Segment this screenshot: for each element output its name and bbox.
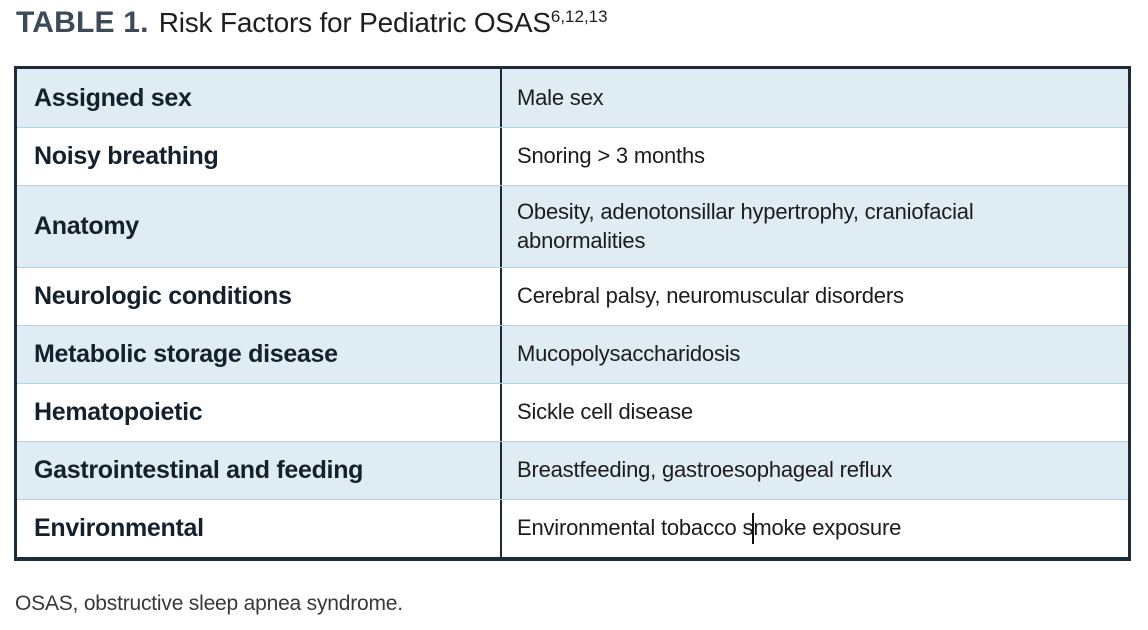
table-row: Metabolic storage disease Mucopolysaccha… <box>17 325 1128 383</box>
row-factor-cell: Environmental <box>34 514 204 542</box>
row-value-cell: Snoring > 3 months <box>500 128 1128 185</box>
table-row: Assigned sex Male sex <box>17 69 1128 127</box>
row-value-cell: Sickle cell disease <box>500 384 1128 441</box>
text-cursor <box>752 513 755 544</box>
table-row: Anatomy Obesity, adenotonsillar hypertro… <box>17 185 1128 267</box>
table-row: Hematopoietic Sickle cell disease <box>17 383 1128 441</box>
risk-factors-table: Assigned sex Male sex Noisy breathing Sn… <box>14 66 1131 561</box>
table-row: Gastrointestinal and feeding Breastfeedi… <box>17 441 1128 499</box>
table-row: Environmental Environmental tobacco s mok… <box>17 499 1128 557</box>
table-row: Neurologic conditions Cerebral palsy, ne… <box>17 267 1128 325</box>
row-value-cell: Obesity, adenotonsillar hypertrophy, cra… <box>500 186 1128 267</box>
row-factor-cell: Assigned sex <box>34 83 192 112</box>
table-title-citations: 6,12,13 <box>550 7 608 26</box>
row-factor-cell: Metabolic storage disease <box>34 340 338 368</box>
table-footnote: OSAS, obstructive sleep apnea syndrome. <box>15 592 403 615</box>
row-value-cell: Mucopolysaccharidosis <box>500 326 1128 383</box>
row-value-cell[interactable]: Environmental tobacco s moke exposure <box>500 500 1128 557</box>
value-text-after-cursor: moke exposure <box>753 515 902 541</box>
table-title-text: Risk Factors for Pediatric OSAS <box>158 7 551 38</box>
row-factor-cell: Gastrointestinal and feeding <box>34 456 364 484</box>
table-row: Noisy breathing Snoring > 3 months <box>17 127 1128 185</box>
row-value-cell: Breastfeeding, gastroesophageal reflux <box>500 442 1128 499</box>
row-factor-cell: Hematopoietic <box>34 398 203 426</box>
row-value-cell: Male sex <box>500 69 1128 127</box>
row-factor-cell: Noisy breathing <box>34 142 219 170</box>
row-value-cell: Cerebral palsy, neuromuscular disorders <box>500 268 1128 325</box>
row-factor-cell: Neurologic conditions <box>34 282 292 310</box>
table-title: TABLE 1. Risk Factors for Pediatric OSAS6… <box>16 6 608 40</box>
row-factor-cell: Anatomy <box>34 212 139 240</box>
value-text-before-cursor: Environmental tobacco s <box>517 515 754 541</box>
table-number-label: TABLE 1. <box>16 6 149 39</box>
